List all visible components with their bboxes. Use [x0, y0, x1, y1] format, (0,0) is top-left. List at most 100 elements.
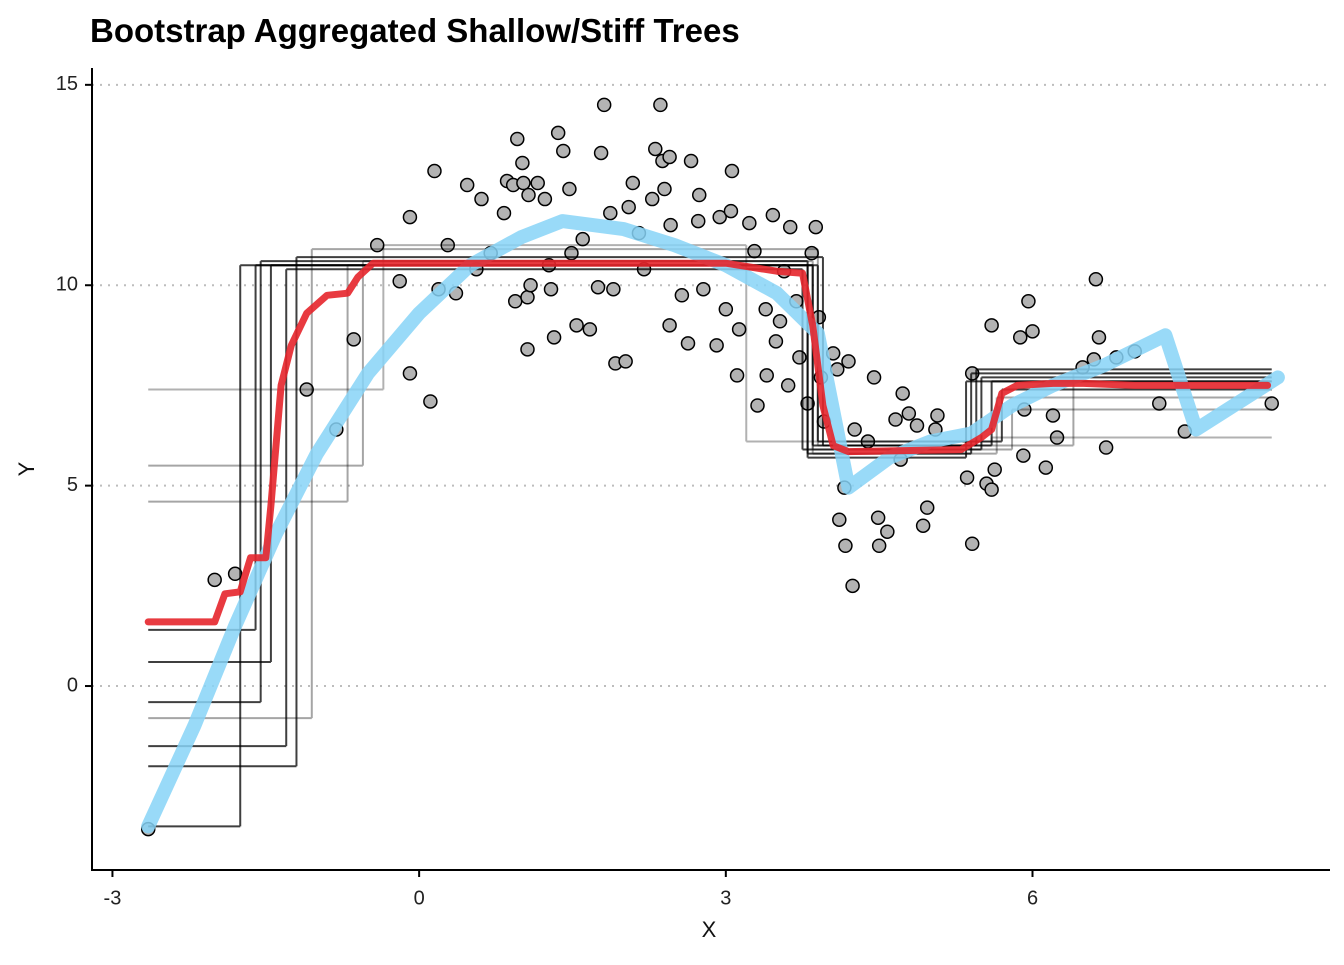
data-point [593, 145, 609, 161]
data-point [984, 482, 999, 497]
data-point [590, 279, 606, 295]
data-point [427, 163, 442, 179]
data-point [562, 181, 577, 197]
data-point [474, 191, 489, 207]
data-point [765, 207, 781, 223]
data-point [880, 524, 895, 539]
data-point [747, 243, 762, 259]
data-point [520, 342, 535, 357]
data-point [546, 330, 562, 345]
data-point [987, 462, 1002, 477]
data-point [621, 199, 636, 215]
data-point [772, 314, 788, 329]
data-point [1021, 294, 1036, 309]
y-tick-label: 10 [56, 274, 78, 296]
data-point [782, 219, 798, 235]
data-point [768, 334, 784, 349]
data-point [915, 518, 931, 533]
data-point [808, 219, 824, 235]
data-point [644, 191, 660, 207]
data-point [520, 290, 535, 305]
data-point [870, 510, 886, 525]
data-point [895, 386, 910, 401]
data-point [657, 181, 672, 197]
data-point [625, 175, 641, 191]
data-point [845, 578, 860, 594]
data-point [1016, 448, 1031, 463]
data-point [582, 322, 598, 337]
data-point [674, 288, 690, 303]
data-point [690, 213, 706, 229]
data-point [691, 187, 707, 203]
data-point [709, 338, 724, 353]
data-point [909, 418, 925, 433]
data-point [402, 366, 418, 381]
data-point [1088, 271, 1104, 287]
x-tick-label: 6 [1027, 887, 1038, 909]
data-point [984, 318, 999, 333]
plot-area [140, 97, 1285, 837]
data-point [618, 354, 633, 369]
data-point [1098, 440, 1114, 455]
data-point [1091, 330, 1107, 345]
x-axis-title: X [702, 917, 717, 942]
data-point [759, 368, 774, 383]
data-point [663, 217, 678, 233]
data-point [569, 318, 584, 333]
data-point [723, 203, 739, 219]
data-point [888, 412, 903, 427]
data-point [841, 354, 856, 369]
data-point [792, 350, 807, 365]
data-point [523, 277, 538, 293]
data-point [729, 368, 745, 383]
data-point [521, 187, 536, 203]
data-point [901, 406, 917, 421]
data-point [1025, 324, 1040, 339]
x-tick-label: -3 [104, 887, 122, 909]
data-point [392, 273, 407, 289]
data-point [516, 175, 531, 191]
data-point [724, 163, 740, 179]
data-point [515, 155, 530, 171]
data-point [575, 231, 590, 247]
data-point [696, 281, 711, 297]
data-point [718, 302, 734, 317]
data-point [758, 302, 773, 317]
data-point [402, 209, 418, 225]
y-tick-label: 5 [67, 474, 78, 496]
data-point [683, 153, 699, 169]
data-point [648, 141, 663, 157]
data-point [537, 191, 553, 207]
data-point [346, 332, 361, 347]
data-point [866, 370, 882, 385]
data-point [1045, 408, 1061, 423]
data-point [919, 500, 935, 515]
data-point [556, 143, 571, 159]
data-point [1012, 330, 1028, 345]
data-point [750, 398, 765, 413]
data-point [440, 237, 456, 253]
chart-title: Bootstrap Aggregated Shallow/Stiff Trees [90, 12, 740, 49]
data-point [596, 97, 612, 113]
data-point [1264, 396, 1279, 411]
curve [144, 259, 1272, 626]
data-point [712, 209, 727, 225]
data-point [299, 382, 314, 397]
data-point [227, 566, 243, 582]
y-tick-label: 15 [56, 73, 78, 95]
y-axis-title: Y [14, 461, 39, 476]
data-point [603, 205, 618, 221]
data-point [606, 281, 621, 297]
x-tick-label: 3 [720, 887, 731, 909]
data-point [930, 408, 945, 423]
bootstrap-tree [148, 248, 1272, 720]
data-point [871, 538, 887, 554]
data-point [369, 237, 385, 253]
x-tick-label: 0 [414, 887, 425, 909]
data-point [731, 322, 747, 337]
data-point [1038, 460, 1054, 475]
data-point [207, 572, 222, 588]
data-point [496, 205, 512, 221]
